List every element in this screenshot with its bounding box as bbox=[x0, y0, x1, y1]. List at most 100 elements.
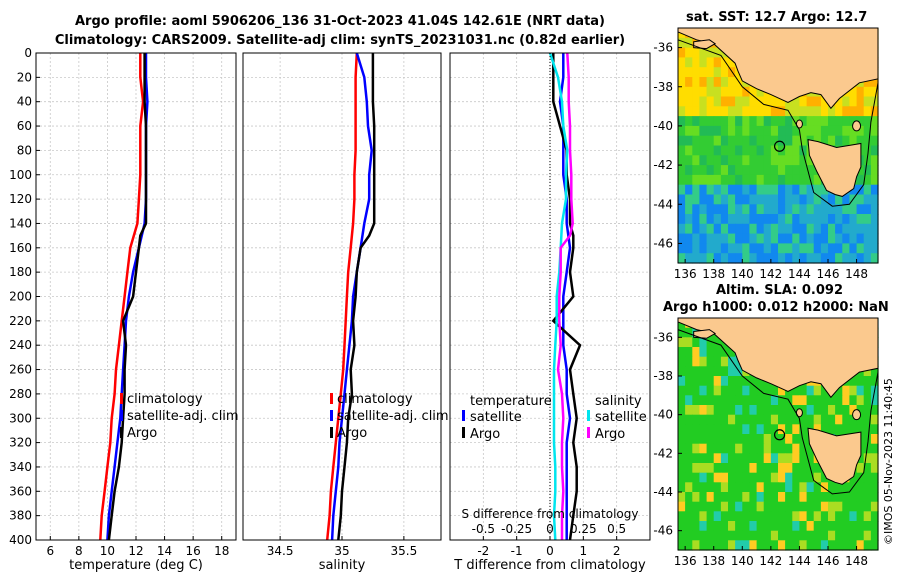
map-cell bbox=[713, 366, 722, 377]
map-cell bbox=[813, 472, 822, 483]
map-cell bbox=[749, 233, 758, 244]
map-cell bbox=[706, 204, 715, 215]
map-x-tick-label: 138 bbox=[702, 554, 725, 568]
map-cell bbox=[706, 243, 715, 254]
sal-legend-swatch bbox=[330, 410, 333, 421]
map-cell bbox=[799, 453, 808, 464]
map-cell bbox=[792, 414, 800, 425]
map-cell bbox=[770, 482, 779, 493]
map-cell bbox=[728, 194, 736, 205]
sla-map-group bbox=[677, 317, 879, 551]
map-y-tick-label: -46 bbox=[653, 524, 673, 538]
shelf-contour bbox=[677, 329, 879, 495]
map-cell bbox=[870, 233, 879, 244]
map-cell bbox=[813, 96, 822, 107]
map-cell bbox=[792, 125, 800, 137]
map-cell bbox=[699, 106, 708, 117]
map-cell bbox=[756, 463, 765, 474]
map-cell bbox=[799, 214, 808, 225]
map-cell bbox=[756, 521, 765, 532]
map-cell bbox=[728, 511, 736, 522]
map-cell bbox=[699, 472, 708, 483]
map-x-tick-label: 140 bbox=[731, 267, 754, 281]
map-cell bbox=[713, 472, 722, 483]
map-cell bbox=[799, 223, 808, 235]
map-cell bbox=[720, 521, 729, 532]
x-tick-label: 1 bbox=[580, 544, 588, 558]
map-cell bbox=[713, 194, 722, 205]
map-cell bbox=[685, 204, 693, 215]
map-cell bbox=[728, 86, 736, 98]
map-cell bbox=[828, 530, 836, 541]
map-cell bbox=[842, 492, 850, 503]
map-cell bbox=[842, 511, 850, 522]
map-cell bbox=[749, 96, 758, 107]
map-cell bbox=[863, 165, 872, 176]
map-cell bbox=[678, 337, 686, 348]
map-cell bbox=[813, 253, 822, 264]
x-tick-label: 0 bbox=[546, 544, 554, 558]
map-cell bbox=[770, 530, 779, 541]
map-cell bbox=[728, 125, 736, 137]
map-cell bbox=[828, 194, 836, 205]
map-cell bbox=[692, 405, 700, 416]
map-cell bbox=[699, 414, 708, 425]
map-cell bbox=[692, 253, 700, 264]
map-cell bbox=[699, 125, 708, 137]
map-cell bbox=[706, 184, 715, 196]
map-cell bbox=[685, 482, 693, 493]
map-cell bbox=[863, 405, 872, 416]
map-cell bbox=[685, 86, 693, 98]
map-cell bbox=[735, 501, 743, 512]
map-cell bbox=[806, 243, 815, 254]
map-cell bbox=[856, 385, 865, 396]
y-tick-label: 260 bbox=[9, 363, 32, 377]
map-cell bbox=[785, 443, 793, 454]
map-cell bbox=[785, 145, 793, 156]
map-cell bbox=[870, 472, 879, 483]
map-cell bbox=[706, 47, 715, 58]
map-cell bbox=[685, 233, 693, 244]
map-cell bbox=[728, 233, 736, 244]
map-cell bbox=[870, 492, 879, 503]
map-cell bbox=[678, 366, 686, 377]
map-cell bbox=[699, 47, 708, 58]
map-cell bbox=[763, 501, 772, 512]
map-cell bbox=[756, 540, 765, 551]
map-cell bbox=[728, 414, 736, 425]
map-cell bbox=[756, 194, 765, 205]
map-cell bbox=[863, 77, 872, 88]
map-cell bbox=[685, 155, 693, 166]
map-cell bbox=[792, 145, 800, 156]
map-cell bbox=[806, 482, 815, 493]
map-cell bbox=[685, 145, 693, 156]
map-cell bbox=[756, 86, 765, 98]
map-cell bbox=[799, 145, 808, 156]
map-cell bbox=[756, 125, 765, 137]
y-tick-label: 400 bbox=[9, 533, 32, 547]
map-cell bbox=[742, 135, 750, 147]
map-cell bbox=[785, 214, 793, 225]
map-cell bbox=[785, 184, 793, 196]
map-cell bbox=[849, 116, 858, 127]
map-cell bbox=[720, 165, 729, 176]
y-tick-label: 60 bbox=[17, 119, 32, 133]
map-cell bbox=[678, 521, 686, 532]
map-y-tick-label: -40 bbox=[653, 408, 673, 422]
map-cell bbox=[685, 434, 693, 445]
map-cell bbox=[742, 125, 750, 137]
map-cell bbox=[756, 511, 765, 522]
map-cell bbox=[835, 223, 843, 235]
map-cell bbox=[735, 184, 743, 196]
diff-legend-temp-sat: satellite bbox=[470, 410, 522, 425]
map-cell bbox=[699, 116, 708, 127]
map-cell bbox=[720, 243, 729, 254]
map-cell bbox=[792, 424, 800, 435]
map-cell bbox=[749, 165, 758, 176]
map-cell bbox=[713, 337, 722, 348]
map-cell bbox=[863, 443, 872, 454]
map-cell bbox=[699, 540, 708, 551]
map-cell bbox=[720, 347, 729, 358]
map-y-tick-label: -46 bbox=[653, 236, 673, 250]
map-cell bbox=[685, 385, 693, 396]
